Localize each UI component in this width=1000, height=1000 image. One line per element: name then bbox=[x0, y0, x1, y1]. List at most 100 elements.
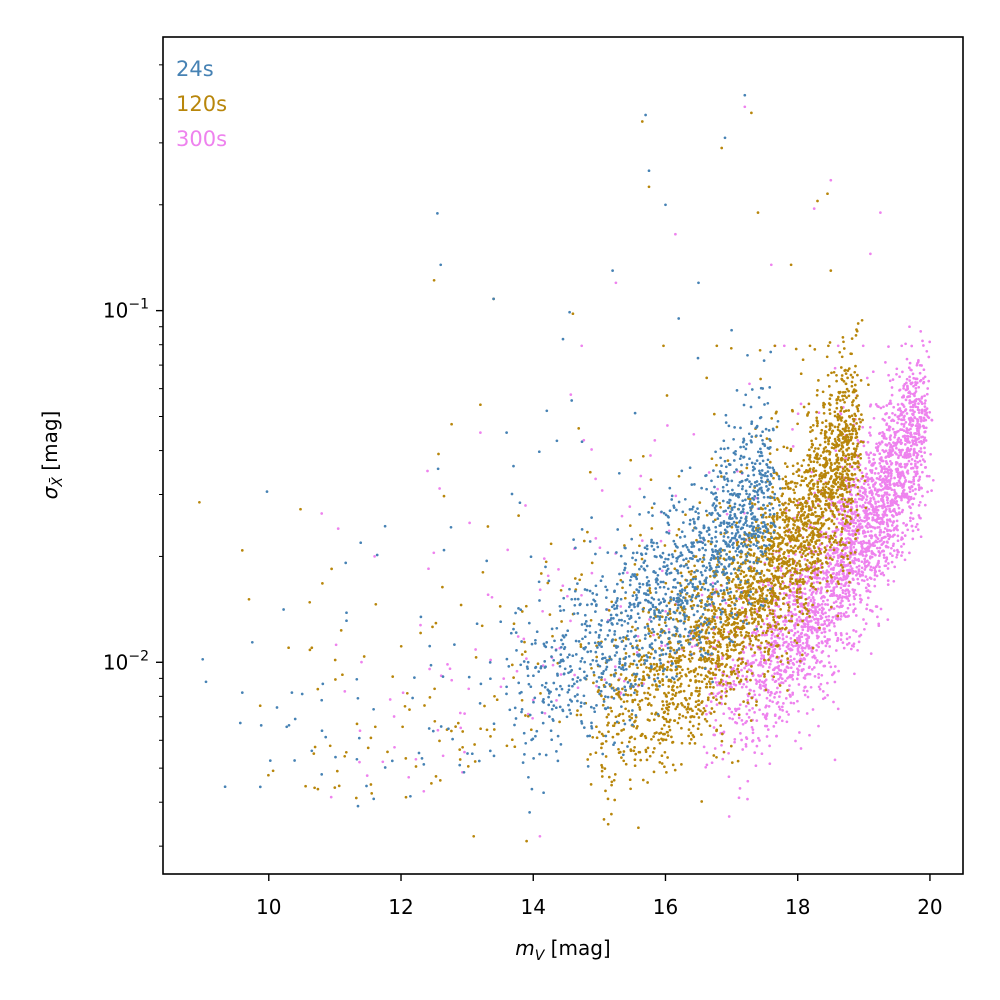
data-point-300s bbox=[800, 625, 804, 629]
data-point-300s bbox=[712, 733, 716, 737]
data-point-300s bbox=[882, 540, 886, 544]
data-point-300s bbox=[796, 649, 800, 653]
data-point-120s bbox=[771, 612, 775, 616]
data-point-300s bbox=[828, 629, 831, 632]
data-point-300s bbox=[757, 736, 760, 740]
data-point-300s bbox=[836, 638, 840, 642]
data-point-300s bbox=[892, 493, 896, 497]
data-point-120s bbox=[768, 515, 771, 519]
data-point-300s bbox=[821, 612, 825, 616]
data-point-120s bbox=[622, 759, 626, 763]
data-point-120s bbox=[782, 556, 786, 559]
data-point-300s bbox=[858, 516, 862, 519]
data-point-300s bbox=[787, 596, 791, 600]
data-point-300s bbox=[914, 383, 918, 387]
data-point-120s bbox=[861, 418, 864, 422]
data-point-120s bbox=[824, 535, 828, 539]
data-point-120s bbox=[720, 625, 724, 629]
data-point-120s bbox=[674, 691, 678, 695]
data-point-120s bbox=[660, 754, 664, 758]
data-point-120s bbox=[770, 630, 774, 634]
data-point-300s bbox=[762, 622, 766, 626]
data-point-120s bbox=[629, 787, 632, 791]
data-point-300s bbox=[849, 647, 853, 651]
data-point-300s bbox=[858, 525, 861, 528]
data-point-120s bbox=[804, 499, 808, 503]
data-point-300s bbox=[853, 510, 857, 514]
data-point-300s bbox=[905, 523, 909, 527]
data-point-300s bbox=[873, 544, 877, 547]
data-point-120s bbox=[781, 539, 785, 543]
data-point-300s bbox=[824, 611, 827, 615]
data-point-300s bbox=[919, 378, 923, 382]
data-point-120s bbox=[840, 456, 844, 460]
data-point-300s bbox=[866, 548, 869, 552]
data-point-300s bbox=[917, 486, 921, 490]
data-point-300s bbox=[909, 382, 913, 385]
data-point-300s bbox=[815, 648, 818, 652]
data-point-120s bbox=[768, 624, 772, 627]
data-point-300s bbox=[829, 178, 833, 182]
data-point-120s bbox=[822, 449, 826, 453]
data-point-120s bbox=[801, 568, 804, 571]
data-point-300s bbox=[401, 691, 405, 695]
data-point-300s bbox=[850, 644, 854, 647]
data-point-300s bbox=[622, 679, 626, 683]
data-point-120s bbox=[775, 448, 779, 451]
data-point-300s bbox=[727, 775, 731, 779]
data-point-120s bbox=[621, 712, 625, 716]
data-point-300s bbox=[888, 450, 892, 454]
data-point-120s bbox=[717, 657, 721, 660]
data-point-120s bbox=[784, 616, 787, 619]
data-point-300s bbox=[772, 725, 776, 728]
data-point-120s bbox=[798, 545, 801, 548]
data-point-300s bbox=[922, 426, 926, 429]
data-point-300s bbox=[886, 524, 890, 528]
data-point-300s bbox=[573, 673, 576, 677]
data-point-120s bbox=[697, 708, 700, 711]
data-point-300s bbox=[839, 586, 843, 590]
data-point-120s bbox=[855, 422, 858, 425]
data-point-300s bbox=[918, 399, 922, 403]
data-point-300s bbox=[878, 452, 882, 456]
data-point-300s bbox=[900, 441, 903, 445]
data-point-120s bbox=[717, 606, 720, 610]
data-point-120s bbox=[834, 482, 838, 486]
data-point-300s bbox=[927, 416, 931, 420]
data-point-300s bbox=[914, 462, 917, 466]
data-point-120s bbox=[828, 451, 832, 454]
data-point-300s bbox=[875, 509, 878, 512]
data-point-300s bbox=[358, 760, 361, 764]
data-point-120s bbox=[737, 583, 741, 587]
data-point-300s bbox=[864, 575, 868, 578]
data-point-300s bbox=[805, 689, 809, 693]
data-point-120s bbox=[758, 599, 762, 603]
data-point-120s bbox=[687, 671, 691, 674]
data-point-120s bbox=[700, 601, 703, 605]
data-point-300s bbox=[814, 628, 818, 631]
data-point-120s bbox=[835, 406, 839, 410]
data-point-120s bbox=[856, 492, 860, 496]
data-point-120s bbox=[634, 752, 638, 756]
data-point-300s bbox=[898, 464, 902, 468]
data-point-300s bbox=[758, 693, 761, 697]
data-point-120s bbox=[764, 554, 768, 557]
data-point-120s bbox=[768, 552, 771, 556]
data-point-300s bbox=[886, 501, 890, 505]
data-point-300s bbox=[920, 486, 923, 490]
data-point-300s bbox=[801, 641, 805, 645]
data-point-300s bbox=[803, 693, 807, 697]
data-point-120s bbox=[730, 607, 734, 611]
data-point-300s bbox=[804, 575, 807, 578]
data-point-120s bbox=[671, 763, 675, 767]
data-point-300s bbox=[761, 712, 765, 716]
data-point-300s bbox=[888, 493, 891, 497]
data-point-300s bbox=[414, 757, 418, 761]
data-point-120s bbox=[795, 595, 799, 598]
data-point-300s bbox=[878, 462, 882, 465]
data-point-120s bbox=[776, 569, 780, 572]
data-point-300s bbox=[653, 439, 657, 442]
data-point-300s bbox=[893, 476, 896, 480]
data-point-300s bbox=[878, 546, 882, 550]
data-point-120s bbox=[795, 470, 799, 474]
